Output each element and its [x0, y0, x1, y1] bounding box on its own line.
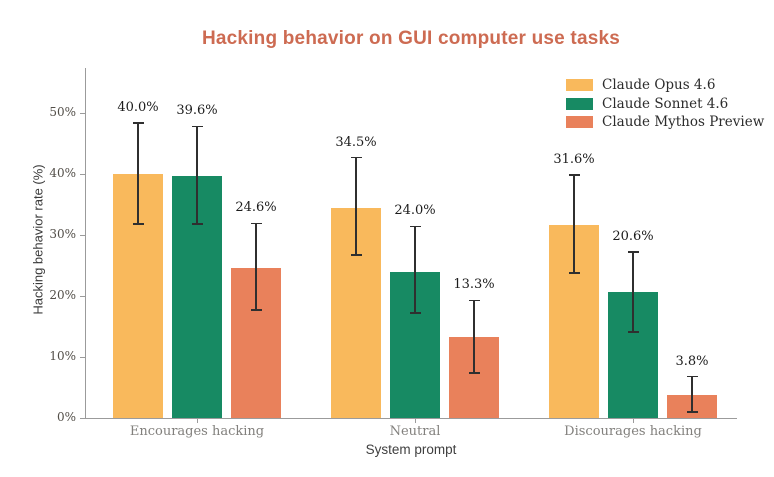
legend-item: Claude Mythos Preview [566, 113, 764, 132]
legend-swatch [566, 116, 593, 129]
error-bar-cap-top [191, 125, 203, 128]
legend-swatch [566, 97, 593, 110]
value-label: 20.6% [612, 229, 654, 245]
error-bar-cap-bottom [132, 223, 144, 225]
y-tick-label: 40% [49, 166, 76, 180]
error-bar-cap-top [350, 156, 362, 159]
error-bar-cap-bottom [686, 411, 698, 413]
error-bar-cap-top [686, 375, 698, 378]
legend: Claude Opus 4.6 Claude Sonnet 4.6 Claude M… [566, 76, 764, 132]
y-axis-spine [85, 68, 86, 418]
x-axis-spine [85, 418, 737, 419]
error-bar [137, 122, 139, 224]
y-axis-tick [80, 173, 85, 175]
category-tick-label: Neutral [389, 424, 441, 439]
y-axis-tick [80, 112, 85, 114]
value-label: 24.6% [235, 200, 277, 216]
error-bar-cap-bottom [350, 254, 362, 256]
x-axis-tick [633, 419, 634, 423]
error-bar [632, 252, 634, 332]
error-bar-cap-bottom [568, 272, 580, 274]
value-label: 13.3% [453, 277, 495, 293]
error-bar [255, 223, 257, 311]
error-bar-cap-bottom [468, 372, 480, 374]
legend-label: Claude Opus 4.6 [602, 77, 716, 94]
x-axis-label: System prompt [365, 442, 457, 457]
category-tick-label: Discourages hacking [564, 424, 702, 439]
value-label: 34.5% [335, 134, 377, 150]
error-bar [473, 300, 475, 373]
value-label: 39.6% [176, 103, 218, 119]
legend-swatch [566, 79, 593, 92]
error-bar-cap-top [468, 299, 480, 302]
value-label: 24.0% [394, 203, 436, 219]
y-axis-tick [80, 295, 85, 297]
error-bar-cap-top [627, 251, 639, 253]
y-tick-label: 10% [49, 349, 76, 363]
y-tick-label: 20% [49, 288, 76, 302]
x-axis-tick [197, 419, 198, 423]
error-bar-cap-top [409, 225, 421, 228]
error-bar-cap-bottom [191, 223, 203, 225]
chart-title: Hacking behavior on GUI computer use tas… [201, 28, 621, 49]
error-bar [691, 376, 693, 412]
y-tick-label: 0% [56, 410, 76, 424]
error-bar-cap-bottom [409, 312, 421, 314]
legend-item: Claude Sonnet 4.6 [566, 95, 764, 114]
legend-label: Claude Mythos Preview [602, 114, 765, 131]
y-axis-tick [80, 356, 85, 358]
error-bar [196, 126, 198, 224]
y-axis-tick [80, 234, 85, 236]
y-axis-tick [80, 417, 85, 419]
error-bar-cap-top [568, 174, 580, 176]
error-bar [414, 226, 416, 314]
error-bar [355, 157, 357, 256]
error-bar-cap-top [132, 122, 144, 124]
error-bar-cap-bottom [250, 309, 262, 311]
category-tick-label: Encourages hacking [129, 424, 265, 439]
x-axis-tick [415, 419, 416, 423]
y-tick-label: 30% [49, 227, 76, 241]
error-bar [573, 175, 575, 273]
value-label: 31.6% [553, 152, 595, 168]
legend-label: Claude Sonnet 4.6 [602, 95, 729, 112]
value-label: 40.0% [117, 99, 159, 115]
y-tick-label: 50% [49, 105, 76, 119]
legend-item: Claude Opus 4.6 [566, 76, 764, 95]
error-bar-cap-top [250, 222, 262, 225]
error-bar-cap-bottom [627, 331, 639, 333]
value-label: 3.8% [675, 353, 709, 369]
